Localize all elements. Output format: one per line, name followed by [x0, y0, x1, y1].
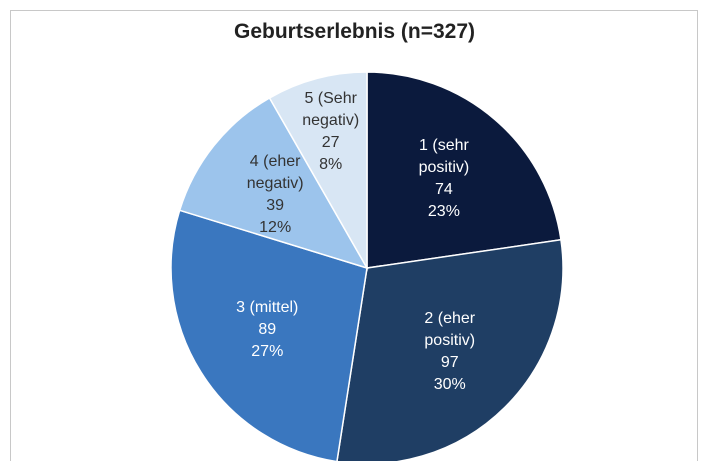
- category-label: 1 (sehr positiv): [418, 137, 470, 177]
- percent-label: 27%: [251, 343, 284, 361]
- value-label: 97: [440, 353, 459, 371]
- category-label: 2 (eher positiv): [424, 309, 476, 349]
- chart-frame: [10, 10, 698, 461]
- chart-title: Geburtserlebnis (n=327): [234, 20, 475, 43]
- value-label: 27: [321, 133, 340, 151]
- value-label: 89: [258, 321, 277, 339]
- pie-slice: [336, 238, 564, 461]
- data-label: 4 (eher negativ) 39 12%: [227, 151, 323, 239]
- value-label: 74: [435, 181, 453, 199]
- category-label: 4 (eher negativ): [246, 152, 304, 192]
- data-label: 5 (Sehr negativ) 27 8%: [283, 88, 379, 176]
- data-label: 3 (mittel) 89 27%: [219, 297, 315, 363]
- pie-slice: [366, 71, 562, 269]
- pie-slice: [170, 209, 368, 461]
- percent-label: 12%: [259, 218, 292, 236]
- pie-slice: [268, 71, 368, 271]
- value-label: 39: [266, 196, 285, 214]
- percent-label: 23%: [427, 203, 460, 221]
- percent-label: 8%: [319, 155, 343, 173]
- pie-slice: [178, 96, 369, 270]
- data-label: 2 (eher positiv) 97 30%: [402, 308, 498, 396]
- data-label: 1 (sehr positiv) 74 23%: [396, 135, 492, 223]
- category-label: 5 (Sehr negativ): [302, 89, 360, 129]
- percent-label: 30%: [433, 375, 466, 393]
- category-label: 3 (mittel): [236, 299, 299, 317]
